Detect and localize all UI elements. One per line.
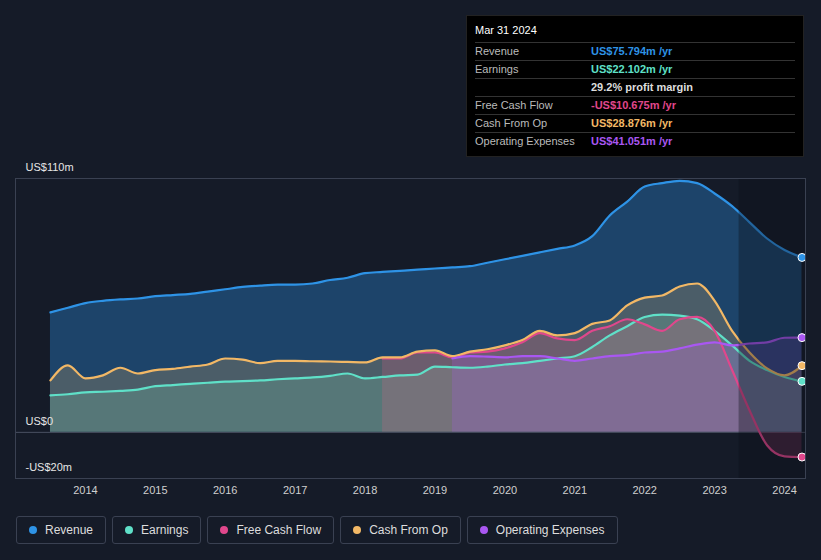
- html-text:Earnings: Earnings: [475, 63, 519, 75]
- svg-text:2020: 2020: [493, 484, 517, 496]
- html-text:Operating Expenses: Operating Expenses: [475, 135, 575, 147]
- html-text:Revenue: Revenue: [475, 45, 519, 57]
- svg-text:2018: 2018: [353, 484, 377, 496]
- svg-text:2023: 2023: [702, 484, 726, 496]
- html-text:Cash From Op: Cash From Op: [475, 117, 548, 129]
- svg-text:US$0: US$0: [26, 415, 54, 427]
- html-text:Mar 31 2024: Mar 31 2024: [475, 24, 537, 36]
- svg-text:2021: 2021: [563, 484, 587, 496]
- html-text:Revenue: Revenue: [45, 523, 93, 537]
- svg-text:-US$20m: -US$20m: [26, 461, 72, 473]
- html-text:Free Cash Flow: Free Cash Flow: [475, 99, 553, 111]
- svg-text:2017: 2017: [283, 484, 307, 496]
- html-text:US$75.794m /yr: US$75.794m /yr: [591, 45, 673, 57]
- html-text:US$28.876m /yr: US$28.876m /yr: [591, 117, 673, 129]
- svg-text:US$110m: US$110m: [26, 161, 74, 173]
- html-text:Free Cash Flow: Free Cash Flow: [236, 523, 322, 537]
- svg-text:2024: 2024: [772, 484, 796, 496]
- html-text:Operating Expenses: Operating Expenses: [495, 523, 605, 537]
- svg-text:2015: 2015: [143, 484, 167, 496]
- html-text:29.2% profit margin: 29.2% profit margin: [591, 81, 694, 93]
- html-text:-US$10.675m /yr: -US$10.675m /yr: [591, 99, 676, 111]
- html-text:Earnings: Earnings: [141, 523, 189, 537]
- svg-text:2022: 2022: [632, 484, 656, 496]
- svg-text:2016: 2016: [213, 484, 237, 496]
- svg-text:2014: 2014: [73, 484, 97, 496]
- html-text:US$41.051m /yr: US$41.051m /yr: [591, 135, 673, 147]
- html-text:Cash From Op: Cash From Op: [369, 523, 448, 537]
- svg-text:2019: 2019: [423, 484, 447, 496]
- html-text:US$22.102m /yr: US$22.102m /yr: [591, 63, 673, 75]
